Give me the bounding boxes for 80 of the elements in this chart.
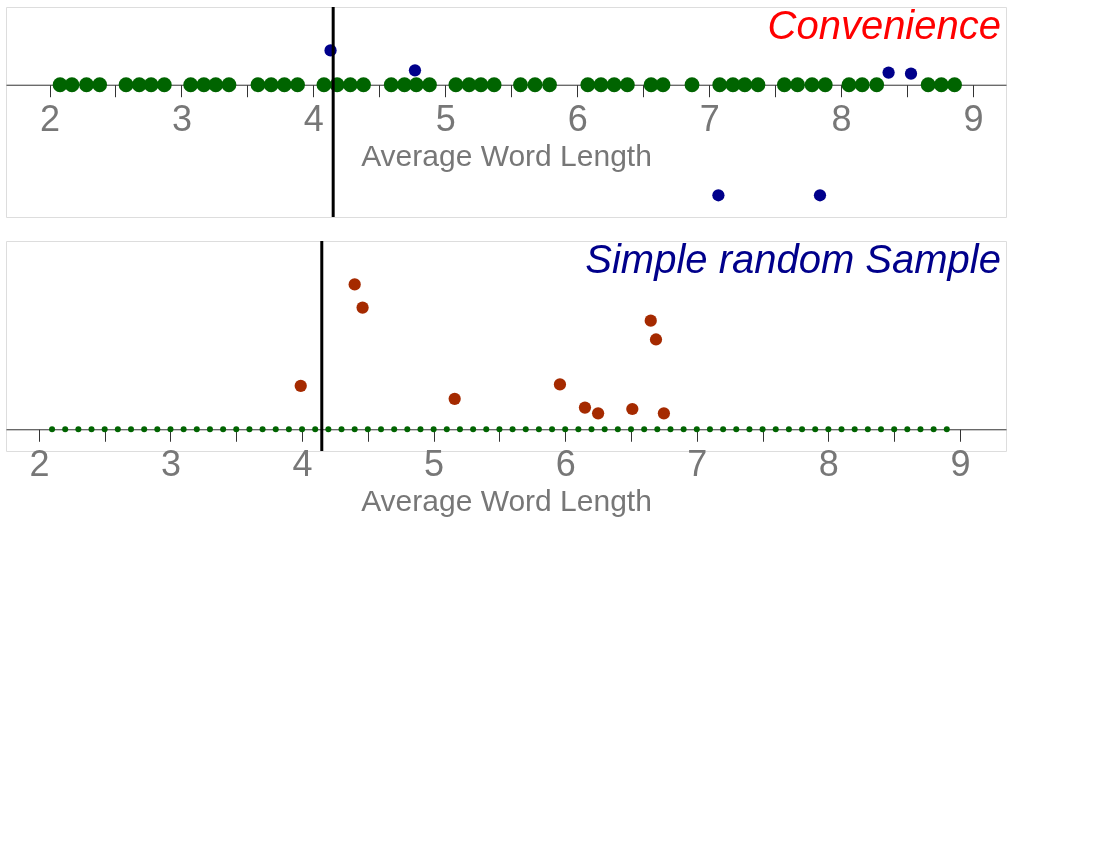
point xyxy=(776,77,792,93)
point xyxy=(408,64,422,77)
point xyxy=(904,67,918,80)
point xyxy=(383,77,399,93)
point xyxy=(817,77,833,93)
point xyxy=(684,77,700,93)
point xyxy=(513,77,528,93)
point xyxy=(882,66,895,79)
point xyxy=(263,77,279,93)
point xyxy=(580,77,596,93)
point xyxy=(655,77,671,93)
point xyxy=(841,77,857,93)
point xyxy=(64,77,80,93)
x-axis-title: Average Word Length xyxy=(361,483,652,517)
x-tick-label: 5 xyxy=(424,442,445,484)
point xyxy=(448,392,461,405)
point xyxy=(356,77,371,93)
x-tick-label: 7 xyxy=(699,98,720,140)
point xyxy=(553,378,567,391)
text: Simple random Sample xyxy=(585,237,1001,281)
point xyxy=(542,77,557,93)
point xyxy=(804,77,820,93)
point xyxy=(473,77,489,93)
point xyxy=(156,77,172,93)
x-tick-label: 6 xyxy=(567,98,588,140)
x-tick-label: 9 xyxy=(950,442,971,484)
point xyxy=(486,77,502,93)
x-axis-title: Average Word Length xyxy=(361,139,652,173)
x-tick-label: 2 xyxy=(29,442,50,484)
point xyxy=(920,77,936,93)
x-tick-label: 9 xyxy=(963,98,984,140)
point xyxy=(750,77,766,93)
point xyxy=(79,77,94,93)
point xyxy=(348,278,361,291)
x-tick-label: 5 xyxy=(435,98,456,140)
point xyxy=(626,402,639,416)
point xyxy=(448,77,464,93)
point xyxy=(619,77,635,93)
point xyxy=(408,77,424,93)
point xyxy=(591,407,605,420)
point xyxy=(737,77,753,93)
point xyxy=(790,77,805,93)
point xyxy=(118,77,134,93)
point xyxy=(869,77,885,93)
point xyxy=(208,77,224,93)
point xyxy=(290,77,305,93)
point xyxy=(813,189,827,202)
point xyxy=(527,77,543,93)
point xyxy=(644,314,657,327)
x-tick-label: 3 xyxy=(160,442,181,484)
point xyxy=(250,77,266,93)
point xyxy=(593,77,609,93)
point xyxy=(143,77,159,93)
x-tick-label: 6 xyxy=(555,442,576,484)
point xyxy=(578,401,592,414)
point xyxy=(316,77,332,93)
point xyxy=(933,77,949,93)
x-tick-label: 3 xyxy=(171,98,192,140)
x-tick-label: 7 xyxy=(687,442,708,484)
point xyxy=(356,301,369,314)
point xyxy=(92,77,108,93)
point xyxy=(947,77,962,93)
x-tick-label: 8 xyxy=(818,442,839,484)
point xyxy=(183,77,199,93)
point xyxy=(422,77,437,93)
point xyxy=(276,77,292,93)
point xyxy=(342,77,358,93)
x-tick-label: 8 xyxy=(831,98,852,140)
x-tick-label: 2 xyxy=(40,98,61,140)
point xyxy=(854,77,870,93)
text: Convenience xyxy=(767,3,1001,47)
point xyxy=(657,407,671,420)
point xyxy=(649,333,663,346)
point xyxy=(712,189,725,202)
point xyxy=(221,77,237,93)
point xyxy=(712,77,728,93)
x-tick-label: 4 xyxy=(303,98,324,140)
point xyxy=(294,379,307,392)
point xyxy=(606,77,622,93)
x-tick-label: 4 xyxy=(292,442,313,484)
